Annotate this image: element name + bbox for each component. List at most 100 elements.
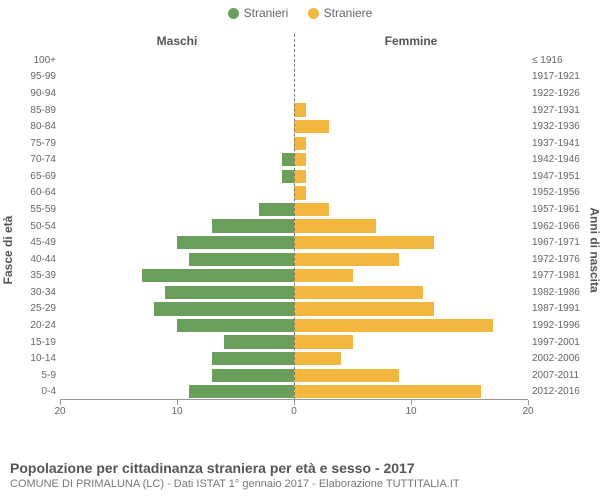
birth-year-label: 1922-1926 <box>532 88 596 99</box>
male-bar <box>224 335 294 348</box>
female-bar <box>294 153 306 166</box>
female-bar <box>294 369 399 382</box>
legend-item-female: Straniere <box>308 6 373 20</box>
male-bar <box>177 319 294 332</box>
legend-swatch-female <box>308 8 319 19</box>
female-bar <box>294 319 493 332</box>
female-bar-cell <box>294 168 528 185</box>
female-bar-cell <box>294 218 528 235</box>
chart-subtitle: COMUNE DI PRIMALUNA (LC) - Dati ISTAT 1°… <box>10 478 590 490</box>
male-bar-cell <box>60 118 294 135</box>
male-bar-cell <box>60 218 294 235</box>
female-bar-cell <box>294 201 528 218</box>
female-bar-cell <box>294 151 528 168</box>
female-bar-cell <box>294 334 528 351</box>
x-tick <box>411 400 412 405</box>
male-bar <box>212 369 294 382</box>
x-axis: 201001020 <box>60 399 528 422</box>
male-bar-cell <box>60 168 294 185</box>
female-bar <box>294 236 434 249</box>
legend-label-female: Straniere <box>324 6 373 20</box>
age-label: 70-74 <box>12 154 56 165</box>
female-bar <box>294 269 353 282</box>
birth-year-label: 1987-1991 <box>532 303 596 314</box>
female-bar-cell <box>294 268 528 285</box>
male-bar <box>154 302 294 315</box>
female-bar-cell <box>294 284 528 301</box>
birth-year-label: 1977-1981 <box>532 270 596 281</box>
legend: Stranieri Straniere <box>0 6 600 22</box>
birth-year-label: 1992-1996 <box>532 320 596 331</box>
birth-year-label: 1917-1921 <box>532 71 596 82</box>
male-bar-cell <box>60 384 294 401</box>
female-bar-cell <box>294 102 528 119</box>
male-bar-cell <box>60 367 294 384</box>
age-label: 50-54 <box>12 221 56 232</box>
age-label: 80-84 <box>12 121 56 132</box>
birth-year-label: 1942-1946 <box>532 154 596 165</box>
x-tick-label: 20 <box>54 406 65 417</box>
male-bar <box>189 385 294 398</box>
female-bar-cell <box>294 85 528 102</box>
birth-year-label: 2007-2011 <box>532 370 596 381</box>
male-bar-cell <box>60 284 294 301</box>
plot-area: Maschi Femmine 100+≤ 191695-991917-19219… <box>60 34 528 422</box>
age-label: 85-89 <box>12 105 56 116</box>
male-bar-cell <box>60 317 294 334</box>
chart-footer: Popolazione per cittadinanza straniera p… <box>10 460 590 490</box>
birth-year-label: 1947-1951 <box>532 171 596 182</box>
header-male: Maschi <box>60 34 294 50</box>
age-label: 5-9 <box>12 370 56 381</box>
male-bar-cell <box>60 201 294 218</box>
birth-year-label: 1932-1936 <box>532 121 596 132</box>
male-bar <box>165 286 294 299</box>
legend-item-male: Stranieri <box>228 6 289 20</box>
female-bar <box>294 170 306 183</box>
age-label: 10-14 <box>12 353 56 364</box>
header-female: Femmine <box>294 34 528 50</box>
female-bar <box>294 286 423 299</box>
male-bar-cell <box>60 69 294 86</box>
female-bar <box>294 335 353 348</box>
female-bar-cell <box>294 317 528 334</box>
population-pyramid-chart: Stranieri Straniere Fasce di età Anni di… <box>0 0 600 500</box>
legend-swatch-male <box>228 8 239 19</box>
male-bar <box>259 203 294 216</box>
x-tick-label: 20 <box>522 406 533 417</box>
birth-year-label: 1967-1971 <box>532 237 596 248</box>
female-bar <box>294 219 376 232</box>
age-label: 90-94 <box>12 88 56 99</box>
age-label: 35-39 <box>12 270 56 281</box>
birth-year-label: 1972-1976 <box>532 254 596 265</box>
female-bar-cell <box>294 367 528 384</box>
birth-year-label: 1927-1931 <box>532 105 596 116</box>
female-bar-cell <box>294 185 528 202</box>
age-label: 30-34 <box>12 287 56 298</box>
female-bar <box>294 203 329 216</box>
female-bar-cell <box>294 301 528 318</box>
female-bar <box>294 302 434 315</box>
male-bar-cell <box>60 135 294 152</box>
x-tick-label: 10 <box>171 406 182 417</box>
x-tick-label: 0 <box>291 406 297 417</box>
age-label: 0-4 <box>12 386 56 397</box>
female-bar <box>294 253 399 266</box>
male-bar-cell <box>60 350 294 367</box>
male-bar-cell <box>60 301 294 318</box>
male-bar <box>189 253 294 266</box>
female-bar-cell <box>294 69 528 86</box>
birth-year-label: 1997-2001 <box>532 337 596 348</box>
legend-label-male: Stranieri <box>244 6 289 20</box>
chart-title: Popolazione per cittadinanza straniera p… <box>10 460 590 476</box>
male-bar-cell <box>60 268 294 285</box>
birth-year-label: 2002-2006 <box>532 353 596 364</box>
female-bar-cell <box>294 251 528 268</box>
birth-year-label: 1937-1941 <box>532 138 596 149</box>
female-bar <box>294 385 481 398</box>
male-bar-cell <box>60 185 294 202</box>
male-bar-cell <box>60 234 294 251</box>
age-label: 75-79 <box>12 138 56 149</box>
birth-year-label: 1957-1961 <box>532 204 596 215</box>
age-label: 55-59 <box>12 204 56 215</box>
x-tick <box>177 400 178 405</box>
